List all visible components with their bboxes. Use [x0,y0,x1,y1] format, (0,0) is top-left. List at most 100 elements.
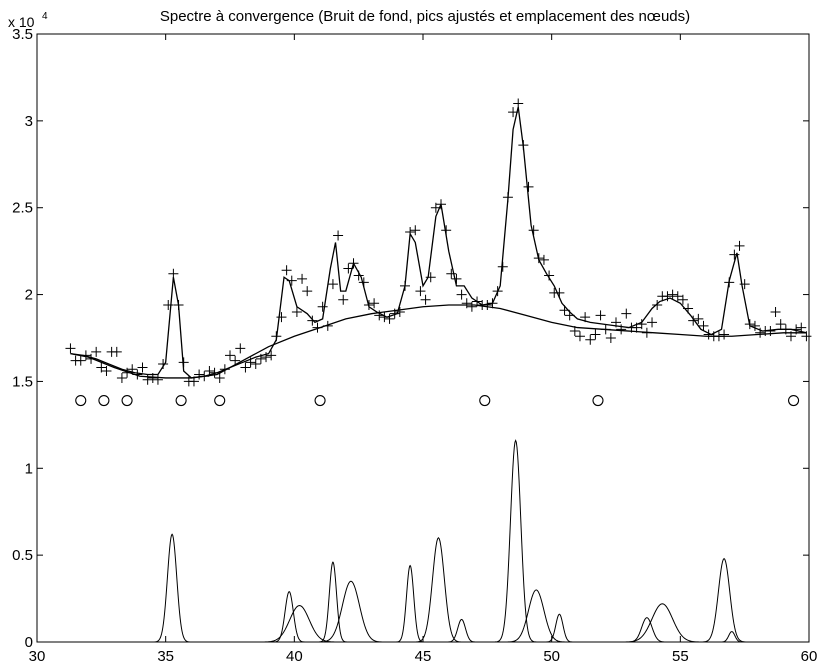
data-point-plus [734,240,745,251]
data-point-plus [204,366,215,377]
data-point-plus [688,315,699,326]
data-point-plus [564,310,575,321]
y-multiplier-base: x 10 [8,14,35,30]
y-multiplier-exponent: 4 [42,11,48,22]
data-point-plus [297,273,308,284]
fitted-peak-curve [395,564,425,643]
data-point-plus [327,279,338,290]
y-tick-label: 0 [25,634,33,651]
data-point-plus [142,374,153,385]
data-point-plus [333,230,344,241]
data-point-plus [75,355,86,366]
data-point-plus [158,359,169,370]
measured-spectrum-points [65,98,812,387]
fitted-peak-curve [446,618,478,643]
spline-node-marker [75,394,87,407]
data-point-plus [132,369,143,380]
data-point-plus [590,329,601,340]
data-point-plus [225,350,235,361]
data-point-plus [271,331,282,342]
fitted-peak-curve [495,439,537,643]
data-point-plus [415,286,426,297]
data-point-plus [456,289,467,300]
data-point-plus [611,317,621,328]
data-point-plus [585,334,596,345]
data-point-plus [317,301,328,312]
data-point-plus [80,350,91,361]
y-tick-label: 3 [25,113,33,130]
spline-node-marker [175,394,187,407]
fitted-peak-curve [544,613,574,643]
data-point-plus [399,280,410,291]
data-point-plus [384,313,395,324]
data-point-plus [600,324,611,335]
data-point-plus [86,353,97,364]
data-point-plus [312,322,323,333]
data-point-plus [497,261,508,272]
data-point-plus [729,249,740,260]
x-tick-label: 50 [543,648,560,665]
fitted-peak-curve [414,537,463,643]
data-point-plus [544,270,555,281]
data-point-plus [96,362,107,373]
data-point-plus [65,343,76,354]
data-point-plus [492,286,503,297]
data-point-plus [461,298,472,309]
data-point-plus [307,315,318,326]
x-tick-label: 60 [801,648,818,665]
data-point-plus [796,322,807,333]
data-point-plus [652,299,663,310]
data-point-plus [719,329,730,340]
data-point-plus [513,98,524,109]
data-point-plus [111,346,122,357]
data-point-plus [528,225,539,236]
data-point-plus [199,371,210,382]
data-point-plus [744,319,755,330]
data-point-plus [739,279,750,290]
data-point-plus [436,199,447,210]
data-point-plus [91,346,102,357]
data-point-plus [713,331,724,342]
data-point-plus [425,272,436,283]
data-point-plus [369,298,380,309]
data-point-plus [188,376,199,387]
x-tick-label: 55 [672,648,689,665]
data-point-plus [173,299,184,310]
data-point-plus [261,352,272,363]
spline-nodes [75,394,800,407]
data-point-plus [641,327,652,338]
data-point-plus [518,140,529,151]
spline-node-marker [314,394,326,407]
y-tick-label: 2.5 [12,200,33,217]
data-point-plus [636,319,647,330]
data-point-plus [430,202,441,213]
fitted-peak-curve [621,603,704,643]
data-point-plus [801,331,812,342]
fitted-peak-curve [318,561,348,643]
chart-title: Spectre à convergence (Bruit de fond, pi… [160,8,690,25]
x-axis: 30 35 40 45 50 55 60 [29,34,818,665]
data-point-plus [405,227,416,238]
data-point-plus [235,343,246,354]
y-tick-label: 3.5 [12,26,33,43]
data-point-plus [137,362,148,373]
data-point-plus [466,301,477,312]
background-curve [70,304,807,379]
fitted-peak-curve [701,557,747,643]
data-point-plus [127,364,138,375]
data-point-plus [672,291,683,302]
data-point-plus [770,306,781,317]
data-point-plus [683,303,694,314]
data-point-plus [605,333,616,343]
data-point-plus [775,319,786,330]
fitted-peak-curve [505,589,568,643]
data-point-plus [487,298,498,309]
data-point-plus [533,253,544,264]
spline-node-marker [214,394,226,407]
plot-area-frame [36,33,810,643]
data-point-plus [631,322,642,333]
data-point-plus [698,320,709,331]
fitted-peaks [153,439,747,643]
data-point-plus [580,312,591,323]
data-point-plus [209,367,220,378]
